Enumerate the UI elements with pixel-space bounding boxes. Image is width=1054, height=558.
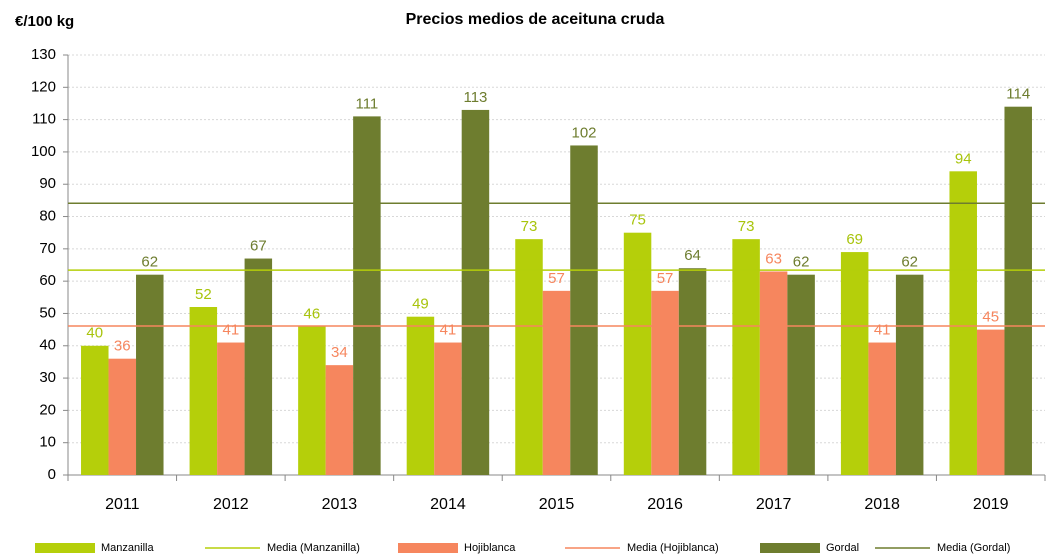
bar <box>732 239 760 475</box>
y-tick-label: 70 <box>39 240 56 257</box>
bar <box>570 145 598 475</box>
y-tick-label: 20 <box>39 401 56 418</box>
data-label: 114 <box>1006 86 1030 103</box>
data-label: 34 <box>331 344 348 361</box>
y-tick-label: 60 <box>39 272 56 289</box>
bar <box>895 274 924 475</box>
y-tick-label: 100 <box>31 143 56 160</box>
data-label: 57 <box>548 270 565 287</box>
x-tick-label: 2019 <box>973 496 1009 513</box>
data-label: 62 <box>793 254 810 271</box>
data-label: 94 <box>955 150 972 167</box>
y-tick-label: 110 <box>32 111 56 128</box>
bar <box>949 171 977 476</box>
x-tick-label: 2013 <box>322 496 358 513</box>
bar <box>298 326 326 475</box>
bar <box>434 342 462 475</box>
x-tick-label: 2018 <box>864 496 900 513</box>
y-tick-label: 130 <box>31 46 56 63</box>
y-tick-label: 30 <box>39 369 56 386</box>
bar <box>244 258 273 475</box>
data-label: 62 <box>901 254 918 271</box>
data-label: 73 <box>521 218 538 235</box>
chart-title: Precios medios de aceituna cruda <box>406 11 665 28</box>
y-tick-label: 50 <box>39 304 56 321</box>
data-label: 46 <box>304 305 321 322</box>
data-label: 69 <box>846 231 863 248</box>
y-tick-label: 40 <box>39 337 56 354</box>
bar <box>840 252 869 475</box>
bar <box>976 329 1005 475</box>
bar <box>678 268 707 475</box>
bar <box>325 365 354 475</box>
bar <box>81 345 109 475</box>
data-label: 57 <box>657 270 674 287</box>
bar <box>136 274 164 475</box>
data-label: 111 <box>355 95 378 112</box>
data-label: 73 <box>738 218 755 235</box>
data-label: 113 <box>463 89 487 106</box>
legend-swatch <box>760 543 820 553</box>
data-label: 45 <box>982 309 999 326</box>
legend-label: Media (Hojiblanca) <box>627 542 719 554</box>
x-tick-label: 2011 <box>105 496 140 513</box>
legend-swatch <box>398 543 458 553</box>
y-tick-label: 0 <box>48 466 56 483</box>
x-tick-label: 2016 <box>647 496 683 513</box>
data-label: 67 <box>250 238 267 255</box>
data-label: 102 <box>571 124 596 141</box>
bar <box>189 307 218 475</box>
x-tick-label: 2012 <box>213 496 249 513</box>
legend-swatch <box>35 543 95 553</box>
legend-label: Manzanilla <box>101 542 154 554</box>
data-label: 41 <box>874 322 891 339</box>
bar <box>623 232 652 475</box>
legend-label: Media (Gordal) <box>937 542 1010 554</box>
y-axis-label: €/100 kg <box>15 13 74 30</box>
data-label: 36 <box>114 338 131 355</box>
data-label: 52 <box>195 286 212 303</box>
data-label: 49 <box>412 296 429 313</box>
bar <box>515 239 543 475</box>
data-label: 41 <box>440 322 457 339</box>
legend-label: Media (Manzanilla) <box>267 542 360 554</box>
y-tick-label: 10 <box>39 434 56 451</box>
data-label: 62 <box>141 254 158 271</box>
x-tick-label: 2015 <box>539 496 575 513</box>
y-tick-label: 90 <box>39 175 56 192</box>
bar <box>542 290 571 475</box>
x-tick-label: 2014 <box>430 496 466 513</box>
bar <box>461 109 490 475</box>
y-tick-label: 120 <box>31 78 56 95</box>
y-tick-label: 80 <box>39 208 56 225</box>
bar <box>759 271 788 475</box>
bar <box>787 274 815 475</box>
legend-label: Hojiblanca <box>464 542 516 554</box>
data-label: 41 <box>222 322 239 339</box>
legend-label: Gordal <box>826 542 859 554</box>
data-label: 63 <box>765 250 782 267</box>
bar <box>217 342 245 475</box>
bar <box>1004 106 1032 475</box>
data-label: 64 <box>684 247 701 264</box>
bar <box>353 116 381 475</box>
bar <box>868 342 896 475</box>
data-label: 75 <box>629 212 646 229</box>
bar <box>406 316 435 475</box>
bar <box>108 358 137 475</box>
x-tick-label: 2017 <box>756 496 792 513</box>
bar <box>651 290 679 475</box>
data-label: 40 <box>86 325 103 342</box>
